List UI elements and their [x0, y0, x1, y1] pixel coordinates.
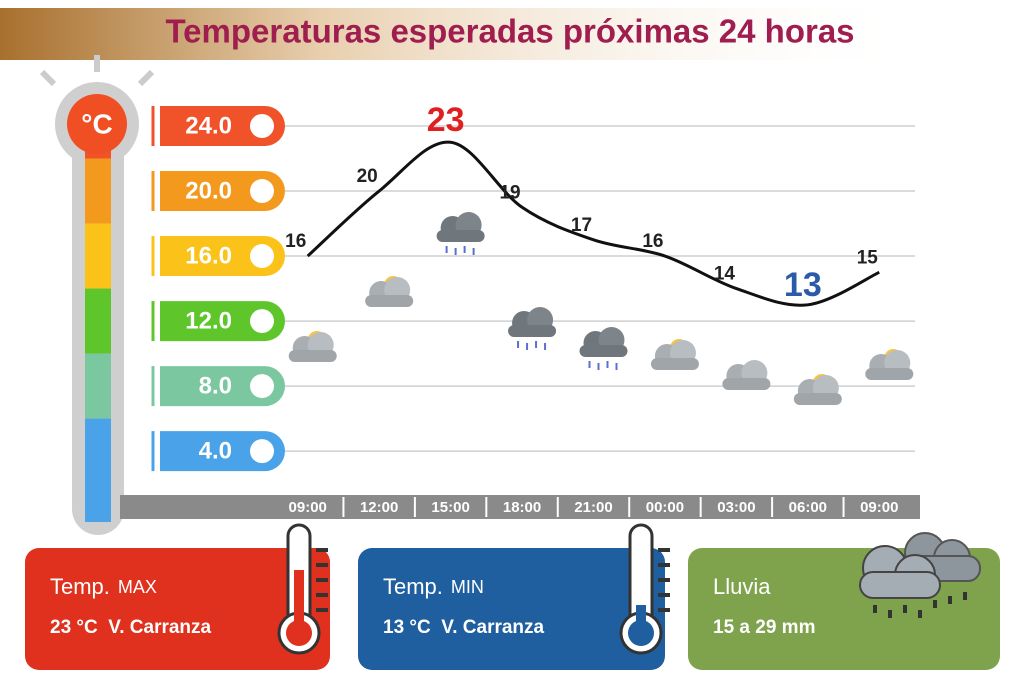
x-axis-bar	[120, 495, 920, 519]
weather-icon	[436, 212, 485, 255]
value-label: 16	[285, 231, 306, 252]
card-title: Temp. MIN	[383, 574, 484, 599]
extreme-label: 13	[784, 266, 822, 304]
card-title: Temp. MAX	[50, 574, 157, 599]
scale-band	[85, 150, 111, 159]
weather-icon	[579, 327, 628, 370]
x-tick-label: 09:00	[860, 499, 898, 516]
value-label: 19	[499, 182, 520, 203]
cloud	[288, 350, 337, 362]
value-label: 14	[714, 264, 736, 285]
card-detail: 23 °C V. Carranza	[50, 617, 212, 638]
weather-icon	[650, 339, 699, 370]
y-tick-label: 20.0	[185, 177, 232, 204]
cloud	[365, 295, 414, 307]
cloud	[508, 325, 557, 337]
badge-dot	[250, 244, 274, 269]
tick-badge	[160, 106, 285, 147]
value-label: 17	[571, 215, 592, 236]
x-tick-label: 18:00	[503, 499, 541, 516]
tick-badge	[160, 366, 285, 407]
scale-band	[85, 223, 111, 289]
thermometer-scale	[85, 150, 111, 522]
y-tick-label: 16.0	[185, 242, 232, 269]
rain	[445, 246, 475, 255]
scale-band	[85, 418, 111, 522]
badge-dot	[250, 179, 274, 204]
weather-icon	[793, 374, 842, 405]
x-tick-label: 00:00	[646, 499, 684, 516]
unit-label: °C	[81, 108, 112, 139]
weather-icon	[722, 360, 771, 390]
y-tick-label: 8.0	[199, 372, 232, 399]
weather-icon	[865, 349, 914, 380]
summary-card	[25, 548, 330, 670]
badge-dot	[250, 439, 274, 464]
chart-title: Temperaturas esperadas próximas 24 horas	[165, 13, 854, 50]
cloud	[650, 358, 699, 370]
cloud	[436, 230, 485, 242]
scale-band	[85, 158, 111, 224]
summary-card	[358, 548, 665, 670]
card-detail: 13 °C V. Carranza	[383, 617, 545, 638]
thermometer-icon	[277, 523, 328, 655]
rain	[588, 361, 618, 370]
value-label: 15	[857, 247, 879, 268]
x-tick-label: 12:00	[360, 499, 398, 516]
summary-cards: Temp. MAX 23 °C V. Carranza Temp. MIN 13 °C V…	[25, 548, 1000, 670]
unit-badge	[67, 94, 127, 154]
weather-icon	[508, 307, 557, 350]
tick-badge	[160, 431, 285, 472]
badge-dot	[250, 114, 274, 139]
cloud	[793, 393, 842, 405]
title-banner	[0, 8, 920, 60]
x-tick-label: 03:00	[717, 499, 755, 516]
card-detail: 15 a 29 mm	[713, 617, 815, 638]
cloud	[722, 378, 771, 390]
x-tick-label: 09:00	[289, 499, 327, 516]
scale-band	[85, 288, 111, 354]
scale-band	[85, 353, 111, 419]
x-tick-label: 06:00	[789, 499, 827, 516]
tick-badge	[160, 171, 285, 212]
card-title: Lluvia	[713, 574, 771, 599]
thermometer-icon	[619, 523, 670, 655]
cloud	[579, 345, 628, 357]
badge-dot	[250, 309, 274, 334]
y-tick-label: 4.0	[199, 437, 232, 464]
value-label: 20	[357, 166, 378, 187]
y-tick-label: 12.0	[185, 307, 232, 334]
cloud	[865, 368, 914, 380]
x-tick-label: 21:00	[574, 499, 612, 516]
extreme-label: 23	[427, 101, 465, 139]
x-tick-label: 15:00	[431, 499, 469, 516]
y-tick-label: 24.0	[185, 112, 232, 139]
rain-cloud-icon	[859, 532, 981, 618]
weather-icon	[365, 276, 414, 307]
tick-badge	[160, 236, 285, 277]
rain	[517, 341, 547, 350]
value-label: 16	[642, 231, 663, 252]
badge-dot	[250, 374, 274, 399]
tick-badge	[160, 301, 285, 342]
weather-icon	[288, 331, 337, 362]
temperature-line	[306, 140, 880, 307]
